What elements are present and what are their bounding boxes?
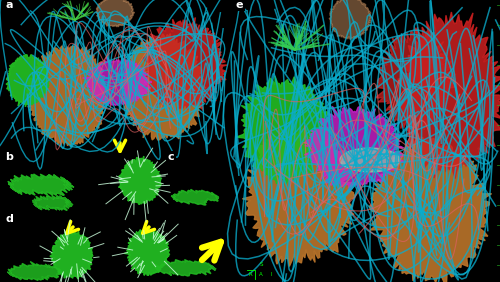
Text: e: e bbox=[236, 0, 244, 10]
Polygon shape bbox=[8, 174, 74, 195]
Polygon shape bbox=[171, 189, 219, 205]
Polygon shape bbox=[32, 195, 73, 210]
Polygon shape bbox=[8, 261, 62, 280]
Polygon shape bbox=[340, 148, 400, 172]
Text: a: a bbox=[5, 0, 12, 10]
Polygon shape bbox=[50, 231, 93, 279]
Polygon shape bbox=[120, 34, 206, 140]
Polygon shape bbox=[124, 228, 170, 276]
Polygon shape bbox=[26, 46, 108, 146]
Text: d: d bbox=[5, 214, 13, 224]
Text: R: R bbox=[248, 272, 252, 276]
Polygon shape bbox=[142, 17, 227, 111]
Text: A: A bbox=[259, 272, 263, 276]
Polygon shape bbox=[118, 156, 162, 205]
Polygon shape bbox=[330, 0, 371, 39]
Text: I: I bbox=[270, 272, 272, 276]
Polygon shape bbox=[242, 122, 358, 266]
Text: S: S bbox=[259, 263, 263, 268]
Polygon shape bbox=[304, 106, 404, 192]
Polygon shape bbox=[370, 137, 492, 282]
Polygon shape bbox=[96, 0, 134, 27]
Polygon shape bbox=[156, 259, 216, 276]
Polygon shape bbox=[397, 12, 500, 179]
Text: b: b bbox=[5, 152, 13, 162]
Polygon shape bbox=[6, 55, 49, 107]
Polygon shape bbox=[236, 76, 332, 185]
Text: c: c bbox=[168, 152, 174, 162]
Polygon shape bbox=[376, 27, 456, 130]
Polygon shape bbox=[82, 56, 152, 105]
